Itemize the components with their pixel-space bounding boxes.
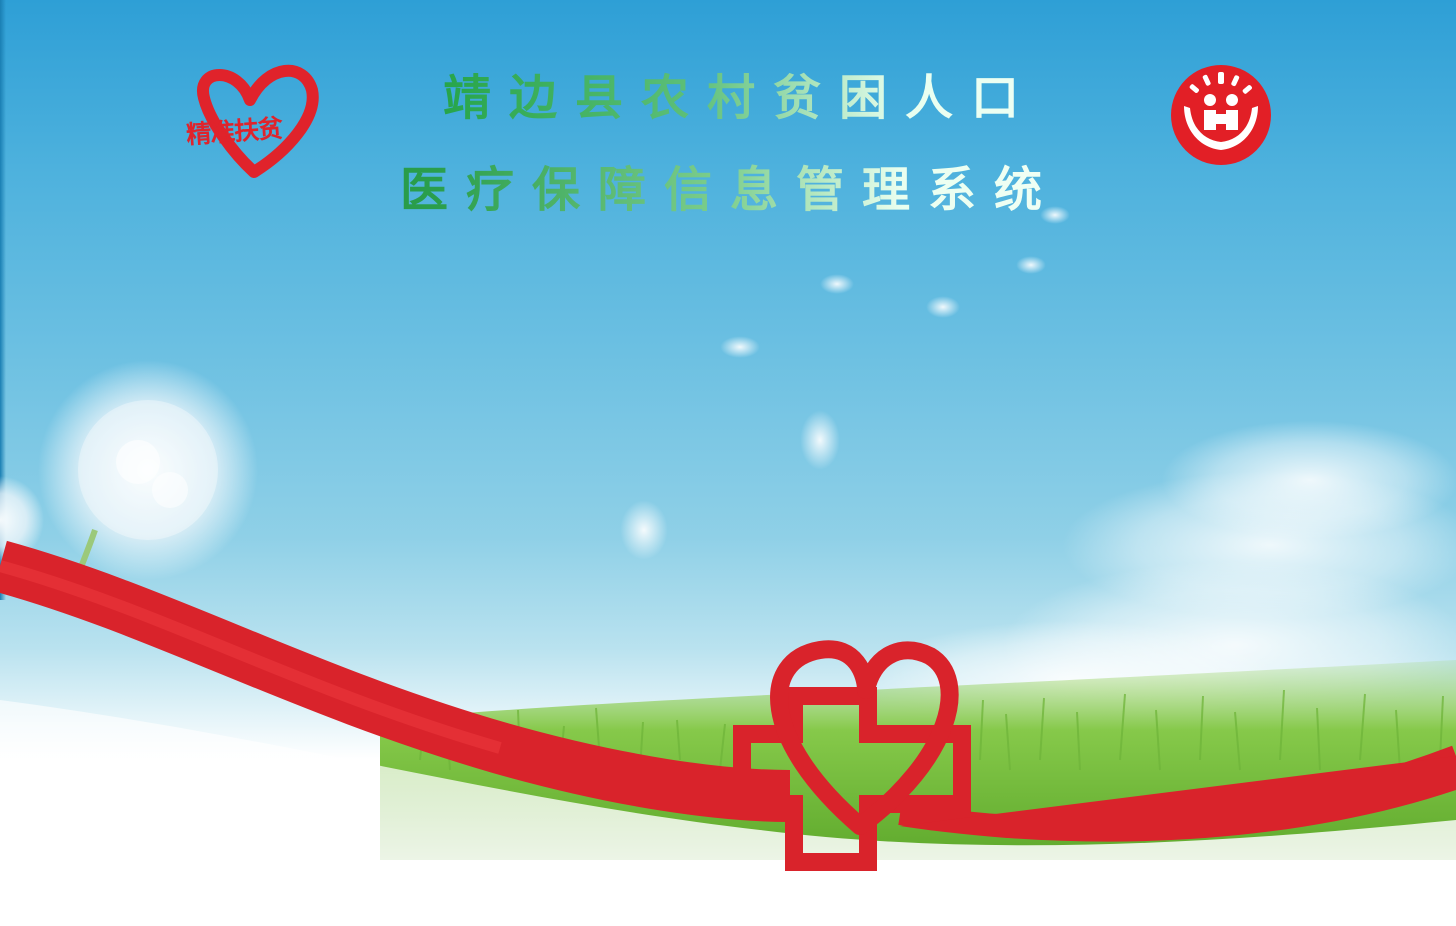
system-title-line-1: 靖边县农村贫困人口 bbox=[0, 58, 1456, 128]
floating-seed bbox=[1016, 256, 1046, 274]
floating-seed bbox=[820, 274, 854, 294]
floating-seed bbox=[800, 410, 840, 470]
white-hill bbox=[0, 700, 1456, 926]
system-title-line-2: 医疗保障信息管理系统 bbox=[0, 150, 1456, 220]
heart-icon bbox=[197, 64, 319, 178]
hands-caring-people-emblem-icon bbox=[1171, 65, 1271, 165]
red-cross-heart-ribbon-icon bbox=[0, 540, 1456, 871]
cloud bbox=[1160, 420, 1456, 540]
floating-seed bbox=[926, 296, 960, 318]
floating-seed bbox=[720, 336, 760, 358]
floating-seed bbox=[1040, 206, 1070, 224]
left-edge-shade bbox=[0, 0, 6, 600]
floating-seed bbox=[620, 500, 668, 560]
